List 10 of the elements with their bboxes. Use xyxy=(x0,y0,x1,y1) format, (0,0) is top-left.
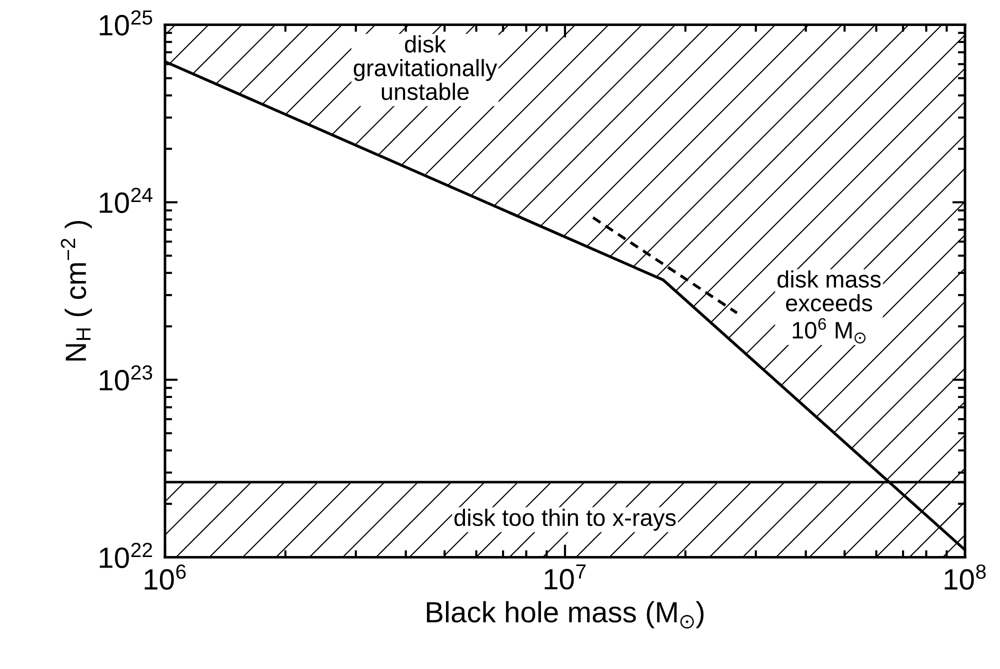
annotation: disk gravitationally unstable xyxy=(354,35,498,100)
y-tick-label: 10$^{23}$ xyxy=(100,365,152,391)
y-axis-title: N$_{H}$ ( cm$^{−2}$ ) xyxy=(60,220,92,361)
annotation: disk mass exceeds 10$^{6}$ M$_{⊙}$ xyxy=(778,270,881,344)
x-tick-label: 10$^{7}$ xyxy=(544,564,586,590)
y-tick-label: 10$^{25}$ xyxy=(100,10,152,36)
x-tick-label: 10$^{8}$ xyxy=(944,564,986,590)
x-axis-title: Black hole mass (M$_{⊙}$) xyxy=(426,601,704,629)
y-tick-label: 10$^{24}$ xyxy=(100,188,152,214)
band-label: disk too thin to x-rays xyxy=(454,508,676,531)
